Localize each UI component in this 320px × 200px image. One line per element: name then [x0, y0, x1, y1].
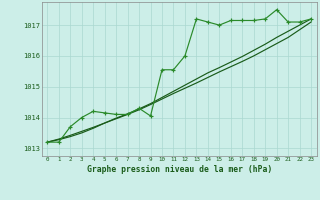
X-axis label: Graphe pression niveau de la mer (hPa): Graphe pression niveau de la mer (hPa) [87, 165, 272, 174]
